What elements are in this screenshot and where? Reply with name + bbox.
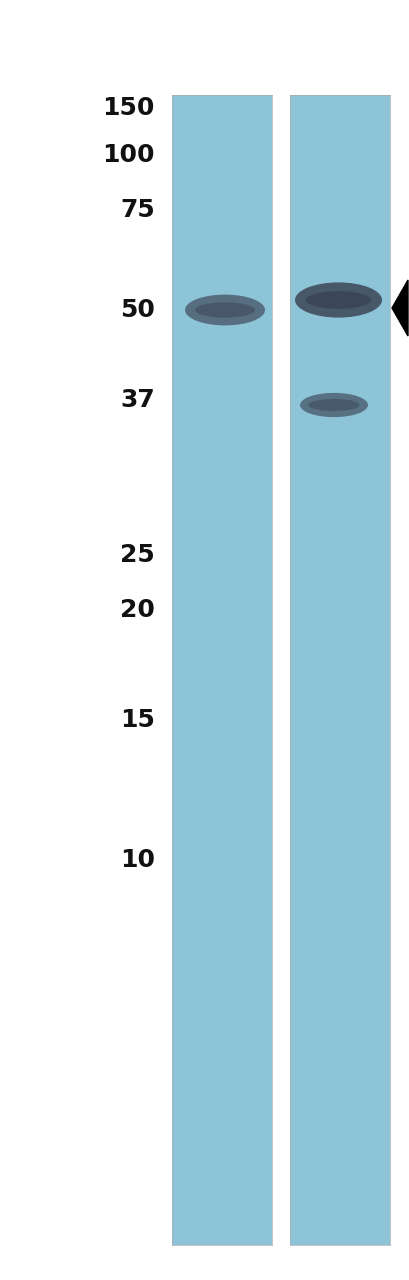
Text: 75: 75 [120, 198, 155, 221]
Text: 15: 15 [120, 708, 155, 732]
Bar [172, 95, 271, 1245]
Ellipse shape [184, 294, 264, 325]
Text: 10: 10 [120, 847, 155, 872]
Text: 100: 100 [102, 143, 155, 166]
Text: 20: 20 [120, 598, 155, 622]
Ellipse shape [308, 399, 359, 411]
Bar [271, 95, 289, 1245]
Ellipse shape [299, 393, 367, 417]
Text: 50: 50 [120, 298, 155, 323]
Text: 150: 150 [102, 96, 155, 120]
Bar [289, 95, 389, 1245]
Text: 37: 37 [120, 388, 155, 412]
Polygon shape [391, 280, 407, 335]
Ellipse shape [195, 302, 254, 317]
Ellipse shape [305, 292, 370, 308]
Text: 25: 25 [120, 543, 155, 567]
Ellipse shape [294, 283, 381, 317]
